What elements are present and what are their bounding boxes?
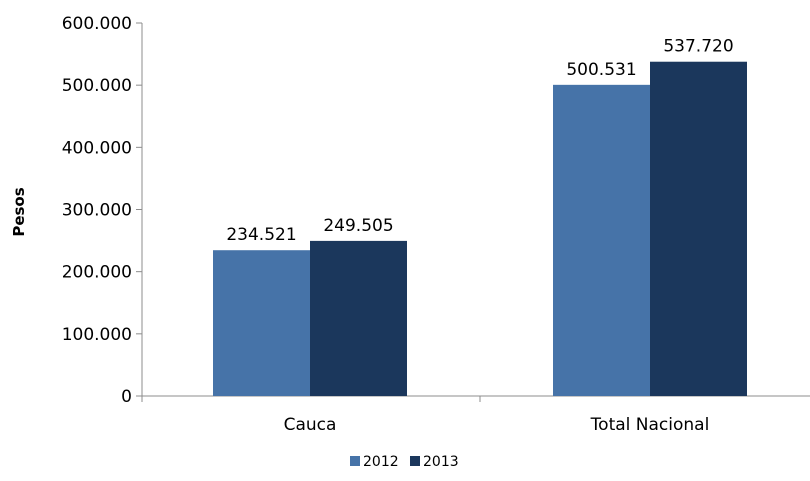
- legend-label: 2013: [423, 454, 459, 470]
- bar-2013-0: [310, 240, 407, 396]
- y-axis-title: Pesos: [10, 187, 28, 236]
- data-label: 500.531: [566, 60, 636, 80]
- bars: [213, 61, 747, 397]
- legend-swatch: [410, 456, 420, 466]
- data-labels: 234.521 249.505 500.531 537.720: [226, 37, 733, 245]
- legend-swatch: [350, 456, 360, 466]
- data-label: 234.521: [226, 225, 296, 245]
- data-label: 537.720: [663, 37, 733, 57]
- bar-2013-1: [650, 61, 747, 396]
- y-tick-label: 100.000: [62, 325, 132, 345]
- y-tick-label: 400.000: [62, 138, 132, 158]
- axes: 0 100.000 200.000 300.000 400.000 500.000 600.…: [62, 14, 810, 435]
- x-category-label: Total Nacional: [590, 415, 710, 435]
- legend-label: 2012: [363, 454, 399, 470]
- y-tick-label: 200.000: [62, 263, 132, 283]
- data-label: 249.505: [323, 216, 393, 236]
- legend: 2012 2013: [350, 454, 459, 470]
- y-tick-label: 600.000: [62, 14, 132, 34]
- x-category-label: Cauca: [284, 415, 337, 435]
- y-tick-label: 300.000: [62, 201, 132, 221]
- y-tick-label: 500.000: [62, 76, 132, 96]
- y-tick-label: 0: [121, 387, 132, 407]
- bar-2012-0: [213, 250, 310, 396]
- bar-2012-1: [553, 84, 650, 397]
